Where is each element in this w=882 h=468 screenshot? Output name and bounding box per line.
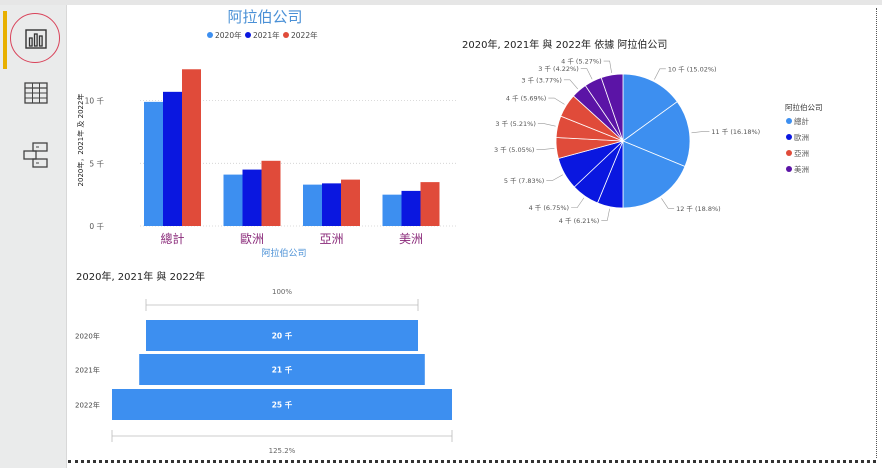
bar xyxy=(341,179,360,226)
funnel-top-label: 100% xyxy=(272,288,292,296)
pie-data-label: 4 千 (6.75%) xyxy=(529,203,570,212)
pie-data-label: 3 千 (5.21%) xyxy=(495,119,536,128)
bar xyxy=(261,160,281,226)
bar-chart-title: 阿拉伯公司 xyxy=(227,8,302,26)
pie-leader-line xyxy=(601,208,610,221)
funnel-category-label: 2020年 xyxy=(75,332,100,341)
bar-chart-icon xyxy=(25,29,47,49)
funnel-bottom-label: 125.2% xyxy=(269,447,296,455)
y-tick-label: 5 千 xyxy=(89,158,104,168)
pie-data-label: 3 千 (3.77%) xyxy=(521,75,562,84)
funnel-value-label: 21 千 xyxy=(272,365,293,375)
funnel-chart: 100% 20 千 2020年 21 千 2021年 25 千 2022年 125.2% xyxy=(75,288,453,455)
pie-slice xyxy=(600,73,624,142)
pie-data-label: 11 千 (16.18%) xyxy=(711,127,760,136)
pie-data-label: 5 千 (7.83%) xyxy=(504,176,545,185)
bar-chart-xlabel: 阿拉伯公司 xyxy=(261,247,306,259)
y-tick-label: 0 千 xyxy=(89,221,104,231)
bar-chart-ylabel: 2020年，2021年 及 2022年 xyxy=(76,94,85,187)
x-tick-label: 總計 xyxy=(160,231,184,246)
pie-slice xyxy=(622,140,686,209)
pie-data-label: 4 千 (5.69%) xyxy=(506,94,547,103)
table-icon xyxy=(24,82,48,104)
pie-legend-marker xyxy=(786,134,792,140)
pie-data-label: 4 千 (6.21%) xyxy=(559,216,600,225)
x-tick-label: 亞洲 xyxy=(319,232,343,246)
model-icon xyxy=(23,142,48,168)
pie-chart: 10 千 (15.02%) 11 千 (16.18%) 12 千 (18.8%) 4 … xyxy=(494,57,810,225)
pie-legend-label: 總計 xyxy=(794,116,809,126)
pie-legend-label: 亞洲 xyxy=(794,149,809,158)
legend-label: 2020年 xyxy=(215,30,242,40)
pie-data-label: 4 千 (5.27%) xyxy=(561,57,602,66)
funnel-chart-title: 2020年, 2021年 與 2022年 xyxy=(76,270,205,283)
data-view-button[interactable] xyxy=(12,69,60,117)
bar xyxy=(242,169,262,226)
funnel-bar xyxy=(112,389,452,420)
legend-label: 2022年 xyxy=(291,30,318,40)
bar xyxy=(322,183,341,226)
canvas-edge xyxy=(876,8,877,458)
bar xyxy=(144,101,163,226)
pie-leader-line xyxy=(536,147,555,150)
bar xyxy=(163,91,182,226)
highlight-circle xyxy=(10,13,60,63)
pie-legend-marker xyxy=(786,118,792,124)
legend-marker xyxy=(207,32,213,38)
pie-chart-title: 2020年, 2021年 與 2022年 依據 阿拉伯公司 xyxy=(462,38,667,51)
pie-leader-line xyxy=(691,131,710,134)
bar xyxy=(182,69,201,227)
report-view-button[interactable] xyxy=(12,15,60,63)
pie-data-label: 3 千 (4.22%) xyxy=(538,64,579,73)
pie-data-label: 10 千 (15.02%) xyxy=(668,64,717,73)
funnel-category-label: 2021年 xyxy=(75,366,100,375)
bar xyxy=(382,194,402,226)
pie-leader-line xyxy=(661,198,675,209)
pie-legend-title: 阿拉伯公司 xyxy=(785,102,823,112)
legend-label: 2021年 xyxy=(253,30,280,40)
pie-legend-marker xyxy=(786,150,792,156)
pie-data-label: 12 千 (18.8%) xyxy=(676,204,721,213)
funnel-category-label: 2022年 xyxy=(75,401,100,410)
sidebar xyxy=(0,5,67,468)
bar xyxy=(420,182,440,226)
bar xyxy=(223,174,243,226)
pie-leader-line xyxy=(548,97,565,105)
pie-leader-line xyxy=(654,68,666,80)
pie-data-label: 3 千 (5.05%) xyxy=(494,145,535,154)
pie-leader-line xyxy=(537,123,556,127)
bar xyxy=(401,190,421,226)
pie-leader-line xyxy=(563,79,579,90)
pie-legend-label: 美洲 xyxy=(794,164,809,174)
bar-chart: 2020年 2021年 2022年 0 千 5 千 10 千總計 歐洲 亞洲 美洲 xyxy=(85,30,458,246)
pie-slice xyxy=(622,73,678,142)
x-tick-label: 歐洲 xyxy=(240,231,264,246)
bar xyxy=(303,184,322,226)
legend-marker xyxy=(283,32,289,38)
pie-leader-line xyxy=(571,197,585,209)
pie-leader-line xyxy=(580,68,593,80)
y-tick-label: 10 千 xyxy=(85,96,105,106)
pie-legend-marker xyxy=(786,166,792,172)
active-indicator xyxy=(3,11,7,69)
page-boundary xyxy=(68,460,876,463)
pie-slice xyxy=(622,101,691,167)
pie-legend-label: 歐洲 xyxy=(794,132,809,142)
funnel-bar xyxy=(139,354,425,385)
legend-marker xyxy=(245,32,251,38)
funnel-bar xyxy=(146,320,418,351)
pie-leader-line xyxy=(546,174,563,181)
funnel-value-label: 25 千 xyxy=(272,400,293,410)
x-tick-label: 美洲 xyxy=(399,232,423,246)
model-view-button[interactable] xyxy=(12,131,60,179)
pie-leader-line xyxy=(603,60,612,73)
funnel-value-label: 20 千 xyxy=(272,331,293,341)
top-border xyxy=(0,0,882,5)
